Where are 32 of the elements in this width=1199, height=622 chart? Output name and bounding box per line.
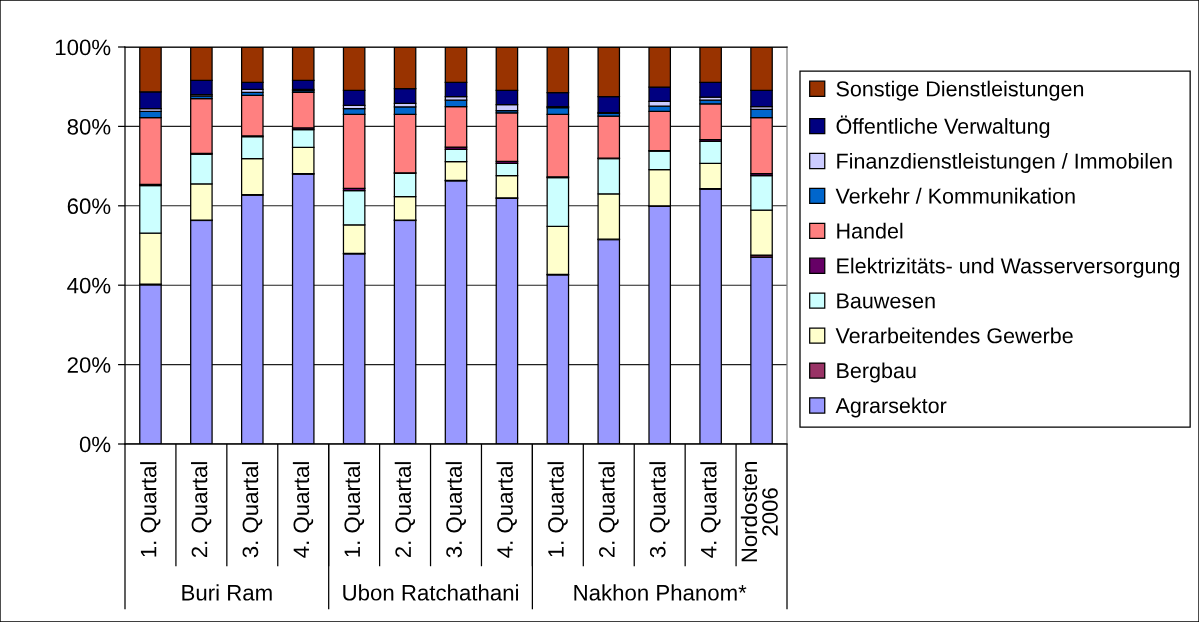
x-tick-label: 3. Quartal xyxy=(241,462,263,558)
x-tick-label: Nordosten 2006 xyxy=(740,462,778,562)
legend-label: Handel xyxy=(837,222,903,239)
x-tick-label: 3. Quartal xyxy=(649,462,670,558)
x-tick-label: 4. Quartal xyxy=(700,462,721,558)
x-tick-label: 1. Quartal xyxy=(140,462,161,557)
x-tick-label: 4. Quartal xyxy=(292,462,314,558)
legend-label: Agrarsektor xyxy=(835,397,947,418)
y-tick-label: 0% xyxy=(79,436,111,453)
text: Ubon Ratchathani xyxy=(343,584,518,601)
legend-label: Bergbau xyxy=(837,362,916,383)
legend-label: Verarbeitendes Gewerbe xyxy=(835,327,1073,344)
text: Nakhon Phanom* xyxy=(574,584,747,601)
y-tick-label: 80% xyxy=(67,118,111,135)
legend-label: Finanzdienstleistungen / Immobilen xyxy=(837,152,1172,174)
legend-label: Öffentliche Verwaltung xyxy=(836,115,1050,139)
x-tick-label: 1. Quartal xyxy=(343,462,365,557)
legend-label: Sonstige Dienstleistungen xyxy=(836,80,1084,101)
y-tick-label: 40% xyxy=(67,277,111,294)
y-tick-label: 60% xyxy=(67,198,111,215)
x-tick-label: 1. Quartal xyxy=(547,462,568,557)
text: Buri Ram xyxy=(182,584,272,601)
legend-label: Bauwesen xyxy=(837,293,935,309)
y-tick-label: 100% xyxy=(55,39,111,56)
legend-label: Elektrizitäts- und Wasserversorgung xyxy=(837,257,1180,278)
x-tick-label: 2. Quartal xyxy=(394,462,416,558)
x-tick-label: 3. Quartal xyxy=(445,462,466,558)
x-tick-label: 2. Quartal xyxy=(598,462,619,558)
x-tick-label: 2. Quartal xyxy=(191,462,212,558)
x-tick-label: 4. Quartal xyxy=(496,462,517,558)
legend-label: Verkehr / Kommunikation xyxy=(835,187,1075,204)
y-tick-label: 20% xyxy=(67,357,111,373)
